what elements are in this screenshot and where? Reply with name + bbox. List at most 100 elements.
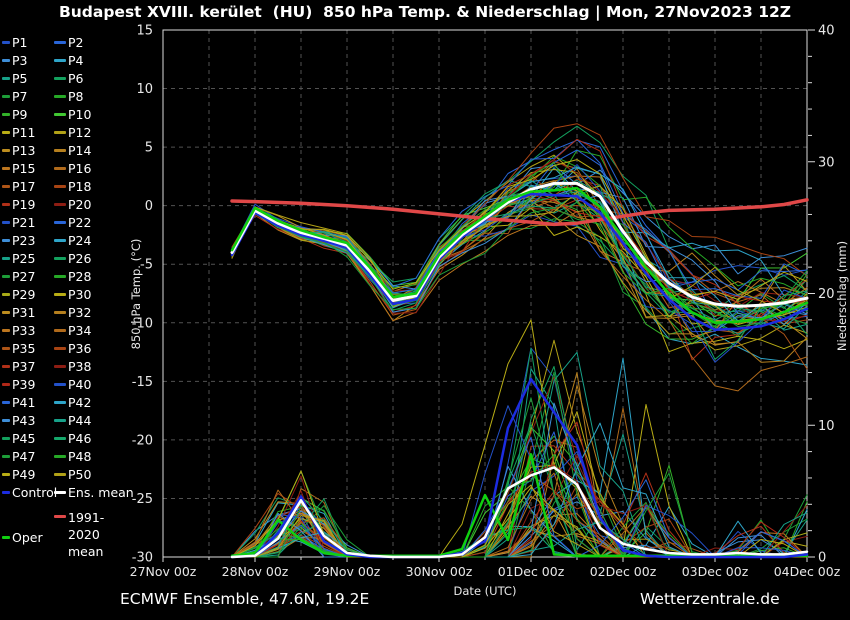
legend-item: P35: [2, 339, 35, 357]
legend-swatch: [54, 148, 66, 152]
legend-swatch: [54, 436, 66, 440]
legend-swatch: [2, 112, 10, 116]
legend-item: P17: [2, 177, 35, 195]
legend-label: P47: [12, 448, 36, 464]
tick-labels-layer: 15 10 5 0 -5 -10 -15 -20 -25 -30 40 30 20 10 0 27Nov 00…: [130, 24, 841, 580]
legend-swatch: [54, 58, 66, 62]
y-left-tick-label: -20: [132, 433, 153, 448]
legend-item: 1991-2020 mean: [54, 509, 128, 560]
y-right-tick-label: 30: [818, 155, 835, 170]
legend-swatch: [2, 76, 10, 80]
legend-label: P29: [12, 286, 36, 302]
legend-label: P28: [68, 268, 92, 284]
legend-item: P2: [54, 33, 84, 51]
legend-label: P48: [68, 448, 92, 464]
legend-label: P19: [12, 196, 36, 212]
y-left-tick-label: -25: [132, 492, 153, 507]
legend-label: P21: [12, 214, 36, 230]
legend-label: P6: [68, 70, 84, 86]
legend-swatch: [2, 364, 10, 368]
legend-label: P34: [68, 322, 92, 338]
legend-swatch: [2, 130, 10, 134]
legend-swatch: [54, 94, 66, 98]
legend-label: P9: [12, 106, 28, 122]
x-tick-label: 02Dec 00z: [590, 564, 657, 579]
legend-swatch: [54, 76, 66, 80]
legend-label: Ens. mean: [68, 484, 134, 500]
legend-item: P45: [2, 429, 35, 447]
legend-item: P3: [2, 51, 28, 69]
legend-swatch: [2, 94, 10, 98]
legend-swatch: [54, 274, 66, 278]
legend-swatch: [54, 238, 66, 242]
legend-item: P24: [54, 231, 91, 249]
legend-swatch: [54, 364, 66, 368]
legend-swatch: [2, 346, 10, 350]
legend-swatch: [54, 256, 66, 260]
legend-item: P9: [2, 105, 28, 123]
ensemble-member-temp-line: [231, 196, 808, 318]
legend-label: Control: [12, 484, 58, 500]
legend-swatch: [2, 400, 10, 404]
legend-swatch: [2, 436, 10, 440]
legend-label: P8: [68, 88, 84, 104]
y-left-tick-label: -30: [132, 551, 153, 566]
legend-item: P5: [2, 69, 28, 87]
series-ens-mean-precip: [230, 466, 809, 559]
legend-swatch: [2, 256, 10, 260]
y-left-tick-label: 0: [145, 199, 153, 214]
legend-swatch: [2, 58, 10, 62]
legend-item: P29: [2, 285, 35, 303]
ensemble-member-temp-line: [231, 181, 808, 332]
legend-label: P26: [68, 250, 92, 266]
legend-item: P36: [54, 339, 91, 357]
legend-item: Control: [2, 483, 57, 501]
legend-label: P10: [68, 106, 92, 122]
legend-item: P44: [54, 411, 91, 429]
y-right-tick-label: 40: [818, 24, 835, 39]
legend-item: P37: [2, 357, 35, 375]
legend-swatch: [2, 382, 10, 386]
legend-item: P11: [2, 123, 35, 141]
legend-label: P16: [68, 160, 92, 176]
legend-label: 1991-2020 mean: [68, 510, 105, 559]
x-tick-label: 29Nov 00z: [314, 564, 381, 579]
legend-swatch: [2, 535, 10, 539]
ensemble-member-temp-line: [231, 184, 808, 360]
y-right-tick-label: 0: [818, 551, 826, 566]
legend-swatch: [54, 515, 66, 518]
legend-label: P39: [12, 376, 36, 392]
legend-label: P18: [68, 178, 92, 194]
legend-item: P42: [54, 393, 91, 411]
ensemble-member-temp-line: [231, 169, 808, 325]
legend-label: P1: [12, 34, 28, 50]
footer-model-info: ECMWF Ensemble, 47.6N, 19.2E: [120, 590, 370, 608]
legend-item: P19: [2, 195, 35, 213]
legend-label: P25: [12, 250, 36, 266]
legend-item: P20: [54, 195, 91, 213]
ensemble-member-temp-line: [231, 138, 808, 317]
x-axis-title: Date (UTC): [453, 584, 517, 598]
x-tick-label: 01Dec 00z: [498, 564, 565, 579]
legend-item: P28: [54, 267, 91, 285]
legend-swatch: [2, 220, 10, 224]
ensemble-member-temp-line: [231, 185, 808, 314]
legend-swatch: [54, 220, 66, 224]
legend-label: P49: [12, 466, 36, 482]
legend-swatch: [2, 454, 10, 458]
grid-layer: [163, 30, 807, 557]
legend-item: P27: [2, 267, 35, 285]
legend-label: P35: [12, 340, 36, 356]
ensemble-members-layer: [231, 123, 808, 558]
legend-label: P31: [12, 304, 36, 320]
legend-swatch: [54, 418, 66, 422]
legend-swatch: [2, 184, 10, 188]
legend-label: P4: [68, 52, 84, 68]
legend-item: P31: [2, 303, 35, 321]
y-right-tick-label: 20: [818, 287, 835, 302]
legend-swatch: [2, 148, 10, 152]
legend-swatch: [2, 202, 10, 206]
legend-swatch: [2, 292, 10, 296]
y-left-tick-label: 10: [136, 82, 153, 97]
